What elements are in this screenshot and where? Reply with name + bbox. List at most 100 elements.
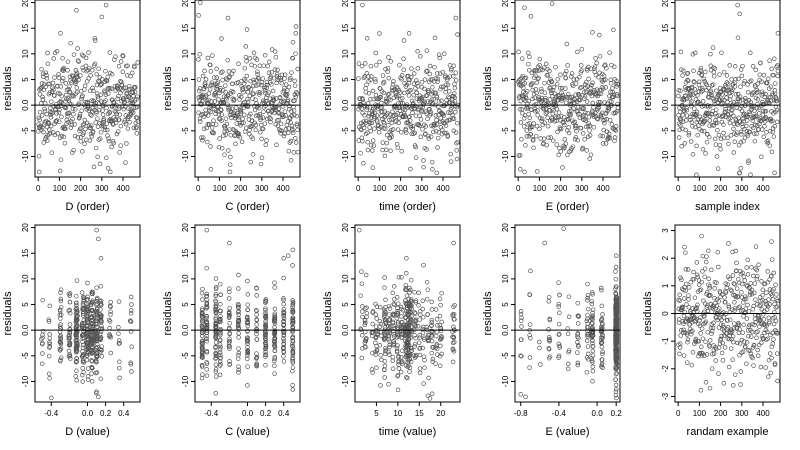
data-point — [724, 95, 729, 100]
data-point — [451, 335, 456, 341]
y-axis-label: residuals — [322, 291, 334, 336]
data-point — [242, 129, 248, 134]
data-point — [247, 127, 252, 133]
data-point — [126, 94, 132, 99]
data-point — [288, 75, 293, 81]
data-point — [739, 132, 744, 137]
data-point — [244, 27, 250, 32]
data-point — [278, 121, 284, 127]
data-point — [751, 342, 757, 348]
data-point — [98, 256, 104, 261]
data-point — [764, 323, 769, 328]
data-point — [126, 83, 132, 89]
data-point — [747, 111, 753, 117]
data-point — [741, 322, 746, 328]
data-point — [403, 354, 409, 360]
data-point — [129, 98, 134, 103]
data-point — [533, 73, 538, 79]
data-point — [89, 134, 95, 139]
data-point — [584, 99, 590, 104]
data-point — [229, 106, 235, 111]
data-point — [708, 63, 714, 69]
data-point — [260, 115, 266, 120]
data-point — [66, 110, 72, 116]
data-point — [237, 135, 243, 140]
data-point — [598, 133, 603, 139]
data-point — [533, 133, 539, 139]
data-point — [94, 82, 100, 88]
data-point — [243, 44, 248, 49]
data-point — [614, 348, 619, 354]
data-point — [90, 129, 96, 134]
data-points — [199, 227, 296, 396]
data-point — [377, 95, 383, 100]
data-point — [104, 121, 109, 126]
data-point — [682, 108, 687, 114]
data-point — [589, 320, 595, 326]
data-point — [725, 81, 731, 87]
data-point — [413, 336, 418, 341]
data-point — [367, 125, 372, 130]
data-point — [561, 114, 567, 120]
data-point — [752, 322, 757, 328]
data-point — [210, 82, 216, 88]
data-point — [82, 83, 88, 89]
data-point — [712, 295, 717, 301]
data-point — [244, 59, 249, 64]
data-point — [688, 139, 694, 144]
data-point — [416, 303, 421, 308]
data-point — [390, 312, 396, 317]
data-point — [73, 359, 79, 365]
data-point — [412, 333, 417, 338]
data-point — [238, 94, 244, 100]
data-point — [395, 387, 401, 393]
data-point — [544, 142, 549, 148]
data-point — [244, 86, 249, 91]
data-point — [424, 48, 430, 53]
data-point — [683, 288, 688, 293]
data-point — [432, 35, 438, 41]
data-point — [295, 66, 300, 72]
data-point — [603, 77, 608, 82]
data-point — [701, 314, 707, 319]
data-point — [446, 110, 451, 115]
data-point — [399, 335, 405, 340]
data-point — [585, 321, 590, 326]
data-point — [442, 130, 447, 136]
data-point — [700, 269, 705, 274]
data-point — [286, 126, 291, 131]
data-point — [712, 66, 718, 71]
data-point — [727, 336, 732, 342]
data-point — [265, 63, 271, 69]
data-point — [527, 292, 533, 298]
data-point — [248, 159, 254, 165]
data-point — [450, 359, 456, 365]
x-axis-label: time (order) — [379, 201, 436, 213]
y-tick-label: 0.0 — [501, 324, 510, 336]
data-point — [254, 331, 259, 337]
data-point — [274, 142, 279, 148]
data-point — [70, 116, 75, 122]
data-point — [117, 359, 122, 365]
data-point — [200, 318, 205, 324]
data-point — [272, 306, 278, 312]
data-point — [726, 303, 731, 308]
data-point — [757, 72, 763, 77]
data-point — [537, 345, 542, 351]
data-point — [588, 152, 594, 157]
data-point — [400, 348, 405, 354]
data-point — [230, 127, 236, 132]
data-point — [729, 108, 734, 113]
data-point — [285, 253, 291, 259]
data-point — [746, 158, 751, 164]
data-point — [765, 269, 770, 274]
data-point — [78, 138, 84, 144]
y-axis-label: residuals — [2, 66, 14, 111]
data-point — [693, 112, 699, 117]
data-point — [383, 309, 388, 315]
data-point — [381, 79, 387, 85]
data-point — [597, 70, 602, 76]
data-point — [430, 167, 435, 172]
